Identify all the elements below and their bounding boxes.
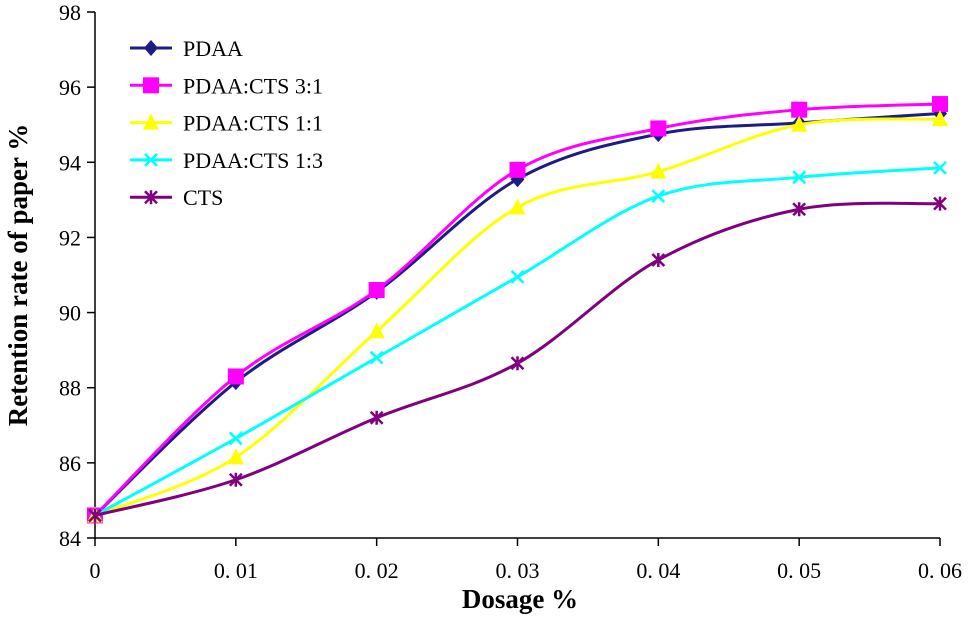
marker-x bbox=[369, 350, 384, 365]
marker-triangle bbox=[650, 162, 667, 179]
marker-triangle bbox=[368, 322, 385, 339]
y-tick-label: 86 bbox=[59, 451, 81, 476]
x-tick-label: 0. 01 bbox=[214, 558, 258, 583]
marker-square bbox=[791, 101, 808, 118]
legend-item: CTS bbox=[130, 185, 223, 210]
marker-star bbox=[88, 508, 102, 523]
marker-x bbox=[144, 153, 158, 167]
marker-star bbox=[651, 252, 666, 267]
marker-star bbox=[933, 196, 947, 211]
y-axis-title: Retention rate of paper % bbox=[3, 124, 33, 426]
series-pdaa-cts-3-1 bbox=[87, 96, 948, 524]
marker-triangle bbox=[143, 113, 159, 130]
legend-label: PDAA:CTS 3:1 bbox=[183, 73, 323, 98]
y-tick-label: 90 bbox=[59, 301, 81, 326]
series-line bbox=[94, 166, 941, 517]
axes: 84 86 88 90 92 94 96 98 0 0. 01 0. 02 0. 03 0. 04 0. … bbox=[59, 0, 962, 583]
marker-x bbox=[792, 170, 807, 185]
legend-item: PDAA:CTS 1:3 bbox=[130, 148, 323, 173]
marker-x bbox=[510, 269, 525, 284]
marker-square bbox=[509, 161, 526, 178]
marker-square bbox=[227, 368, 244, 385]
x-tick-label: 0. 04 bbox=[636, 558, 680, 583]
marker-star bbox=[369, 410, 384, 425]
marker-square bbox=[368, 282, 385, 299]
legend-item: PDAA:CTS 3:1 bbox=[130, 73, 323, 98]
x-tick-label: 0. 02 bbox=[355, 558, 399, 583]
marker-star bbox=[228, 472, 243, 487]
legend-label: PDAA:CTS 1:3 bbox=[183, 148, 323, 173]
x-axis-title: Dosage % bbox=[462, 584, 578, 614]
marker-x bbox=[651, 189, 666, 203]
marker-square bbox=[650, 120, 667, 137]
legend-label: PDAA:CTS 1:1 bbox=[183, 111, 323, 136]
y-tick-label: 84 bbox=[59, 526, 81, 551]
marker-star bbox=[792, 202, 807, 217]
y-tick-label: 94 bbox=[59, 150, 81, 175]
y-tick-label: 92 bbox=[59, 225, 81, 250]
legend-label: PDAA bbox=[183, 36, 243, 61]
marker-diamond bbox=[144, 40, 158, 56]
marker-triangle bbox=[509, 198, 526, 215]
marker-triangle bbox=[791, 115, 808, 132]
marker-x bbox=[933, 161, 947, 175]
marker-triangle bbox=[227, 448, 244, 465]
x-tick-label: 0. 05 bbox=[777, 558, 821, 583]
series-pdaa-cts-1-1 bbox=[87, 110, 948, 523]
legend: PDAA PDAA:CTS 3:1 PDAA:CTS 1:1 PDAA:CTS 1:3… bbox=[130, 36, 323, 210]
x-tick-label: 0. 03 bbox=[496, 558, 540, 583]
legend-label: CTS bbox=[183, 185, 223, 210]
marker-triangle bbox=[932, 110, 948, 127]
legend-item: PDAA bbox=[130, 36, 243, 61]
marker-square bbox=[143, 77, 159, 94]
y-tick-label: 98 bbox=[59, 0, 81, 25]
marker-star bbox=[510, 356, 525, 371]
marker-star bbox=[144, 190, 158, 205]
marker-square bbox=[932, 96, 948, 113]
legend-item: PDAA:CTS 1:1 bbox=[130, 111, 323, 136]
y-tick-label: 96 bbox=[59, 75, 81, 100]
x-tick-label: 0. 06 bbox=[918, 558, 962, 583]
x-tick-label: 0 bbox=[90, 558, 101, 583]
y-tick-label: 88 bbox=[59, 376, 81, 401]
series-cts bbox=[88, 196, 947, 523]
series-group bbox=[87, 96, 948, 524]
marker-x bbox=[228, 431, 243, 446]
